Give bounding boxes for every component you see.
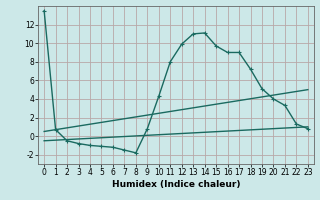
X-axis label: Humidex (Indice chaleur): Humidex (Indice chaleur) (112, 180, 240, 189)
